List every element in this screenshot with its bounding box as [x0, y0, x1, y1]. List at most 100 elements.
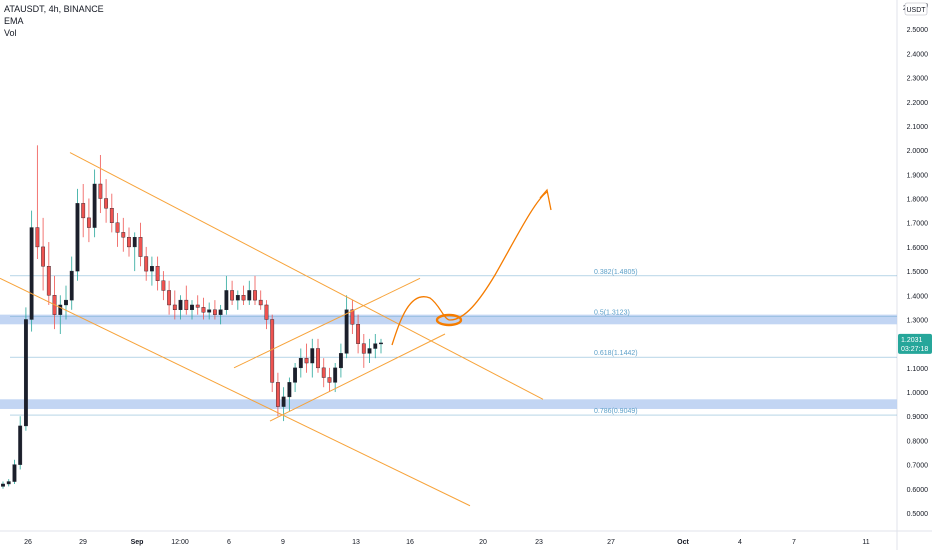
- price-tick: 2.3000: [907, 76, 929, 83]
- time-tick: 12:00: [171, 539, 189, 546]
- candle-body: [149, 266, 154, 272]
- candle: [293, 363, 298, 393]
- candle-body: [109, 207, 114, 223]
- candle-body: [327, 377, 332, 383]
- candle-body: [356, 324, 361, 344]
- current-price-tag: [898, 333, 932, 354]
- candle-body: [247, 290, 252, 301]
- price-tick: 0.9000: [907, 414, 929, 421]
- candle: [212, 300, 217, 320]
- price-tick: 1.4000: [907, 293, 929, 300]
- candle-body: [81, 203, 86, 219]
- candle-body: [344, 309, 349, 354]
- candle-body: [138, 237, 143, 257]
- candle-body: [338, 353, 343, 369]
- price-tick: 1.6000: [907, 245, 929, 252]
- candle: [127, 227, 131, 257]
- price-tick: 0.7000: [907, 463, 929, 470]
- time-tick: 4: [738, 539, 742, 546]
- candle-body: [253, 290, 257, 301]
- candle: [132, 232, 137, 272]
- candle: [356, 314, 361, 354]
- fib-label: 0.786(0.9049): [594, 408, 638, 415]
- candle-body: [172, 304, 177, 311]
- time-tick: 27: [607, 539, 615, 546]
- candle: [333, 363, 338, 393]
- rising-channel-upper: [233, 277, 421, 369]
- candle: [379, 338, 383, 354]
- time-tick: 16: [406, 539, 414, 546]
- candle: [86, 198, 91, 243]
- candle-body: [275, 382, 280, 407]
- candle: [144, 246, 149, 281]
- candle-body: [58, 304, 63, 315]
- candle: [41, 217, 46, 291]
- legend-symbol[interactable]: ATAUSDT, 4h, BINANCE: [4, 4, 104, 14]
- candle-body: [98, 183, 103, 199]
- currency-label: USDT: [906, 7, 926, 14]
- countdown: 03:27:18: [901, 346, 928, 353]
- candle-body: [184, 299, 189, 311]
- candle-body: [235, 295, 240, 301]
- candle-body: [23, 319, 28, 427]
- price-tick: 2.1000: [907, 124, 929, 131]
- candle: [338, 343, 343, 378]
- candle-body: [264, 304, 269, 320]
- candle: [270, 314, 275, 393]
- arrow-head: [539, 188, 552, 211]
- candle-body: [293, 367, 298, 383]
- candle-body: [298, 357, 303, 369]
- price-tick: 2.5000: [907, 27, 929, 34]
- candle-body: [64, 299, 68, 306]
- time-axis: 26 29 Sep 12:00 6 9 13 16 20 23 27 Oct 4 7 11: [24, 539, 870, 546]
- candle: [46, 242, 51, 305]
- legend-volume[interactable]: Vol: [4, 28, 17, 38]
- candle: [253, 275, 257, 305]
- candle-body: [69, 270, 74, 301]
- time-tick: 20: [479, 539, 487, 546]
- candle: [224, 275, 229, 315]
- target-circle: [435, 313, 463, 327]
- candle: [184, 285, 189, 315]
- candle-body: [201, 307, 206, 313]
- candle: [327, 367, 332, 393]
- candle: [75, 188, 80, 281]
- candle-body: [167, 290, 172, 306]
- time-tick: 7: [792, 539, 796, 546]
- candle: [218, 304, 223, 325]
- candle-body: [12, 464, 17, 482]
- rising-channel-lower: [269, 333, 446, 422]
- time-tick: 11: [862, 539, 869, 546]
- price-tick: 2.0000: [907, 148, 929, 155]
- time-tick: Sep: [131, 539, 144, 546]
- candle: [321, 358, 326, 388]
- candle-body: [367, 348, 372, 354]
- candle: [258, 290, 263, 310]
- candle-body: [92, 183, 97, 228]
- candle: [247, 280, 252, 305]
- candle-body: [316, 348, 320, 369]
- candle-body: [333, 367, 338, 383]
- legend-ema[interactable]: EMA: [4, 16, 24, 26]
- candle-body: [258, 299, 263, 306]
- price-tick: 0.6000: [907, 487, 929, 494]
- candle: [241, 285, 246, 305]
- candle-body: [281, 396, 286, 407]
- currency-badge: [904, 2, 928, 16]
- projected-path: [391, 191, 548, 346]
- candle-body: [241, 295, 246, 301]
- candle: [167, 280, 172, 315]
- candle: [109, 193, 114, 233]
- candle: [373, 333, 378, 359]
- candle: [69, 256, 74, 310]
- candle-body: [195, 304, 200, 308]
- candle: [350, 300, 355, 334]
- candle: [121, 217, 126, 252]
- price-axis: 2.60002.50002.40002.30002.20002.10002.00…: [898, 2, 932, 518]
- candle-body: [41, 246, 46, 267]
- candle-body: [86, 217, 91, 228]
- time-tick: 29: [79, 539, 87, 546]
- candle: [18, 416, 23, 470]
